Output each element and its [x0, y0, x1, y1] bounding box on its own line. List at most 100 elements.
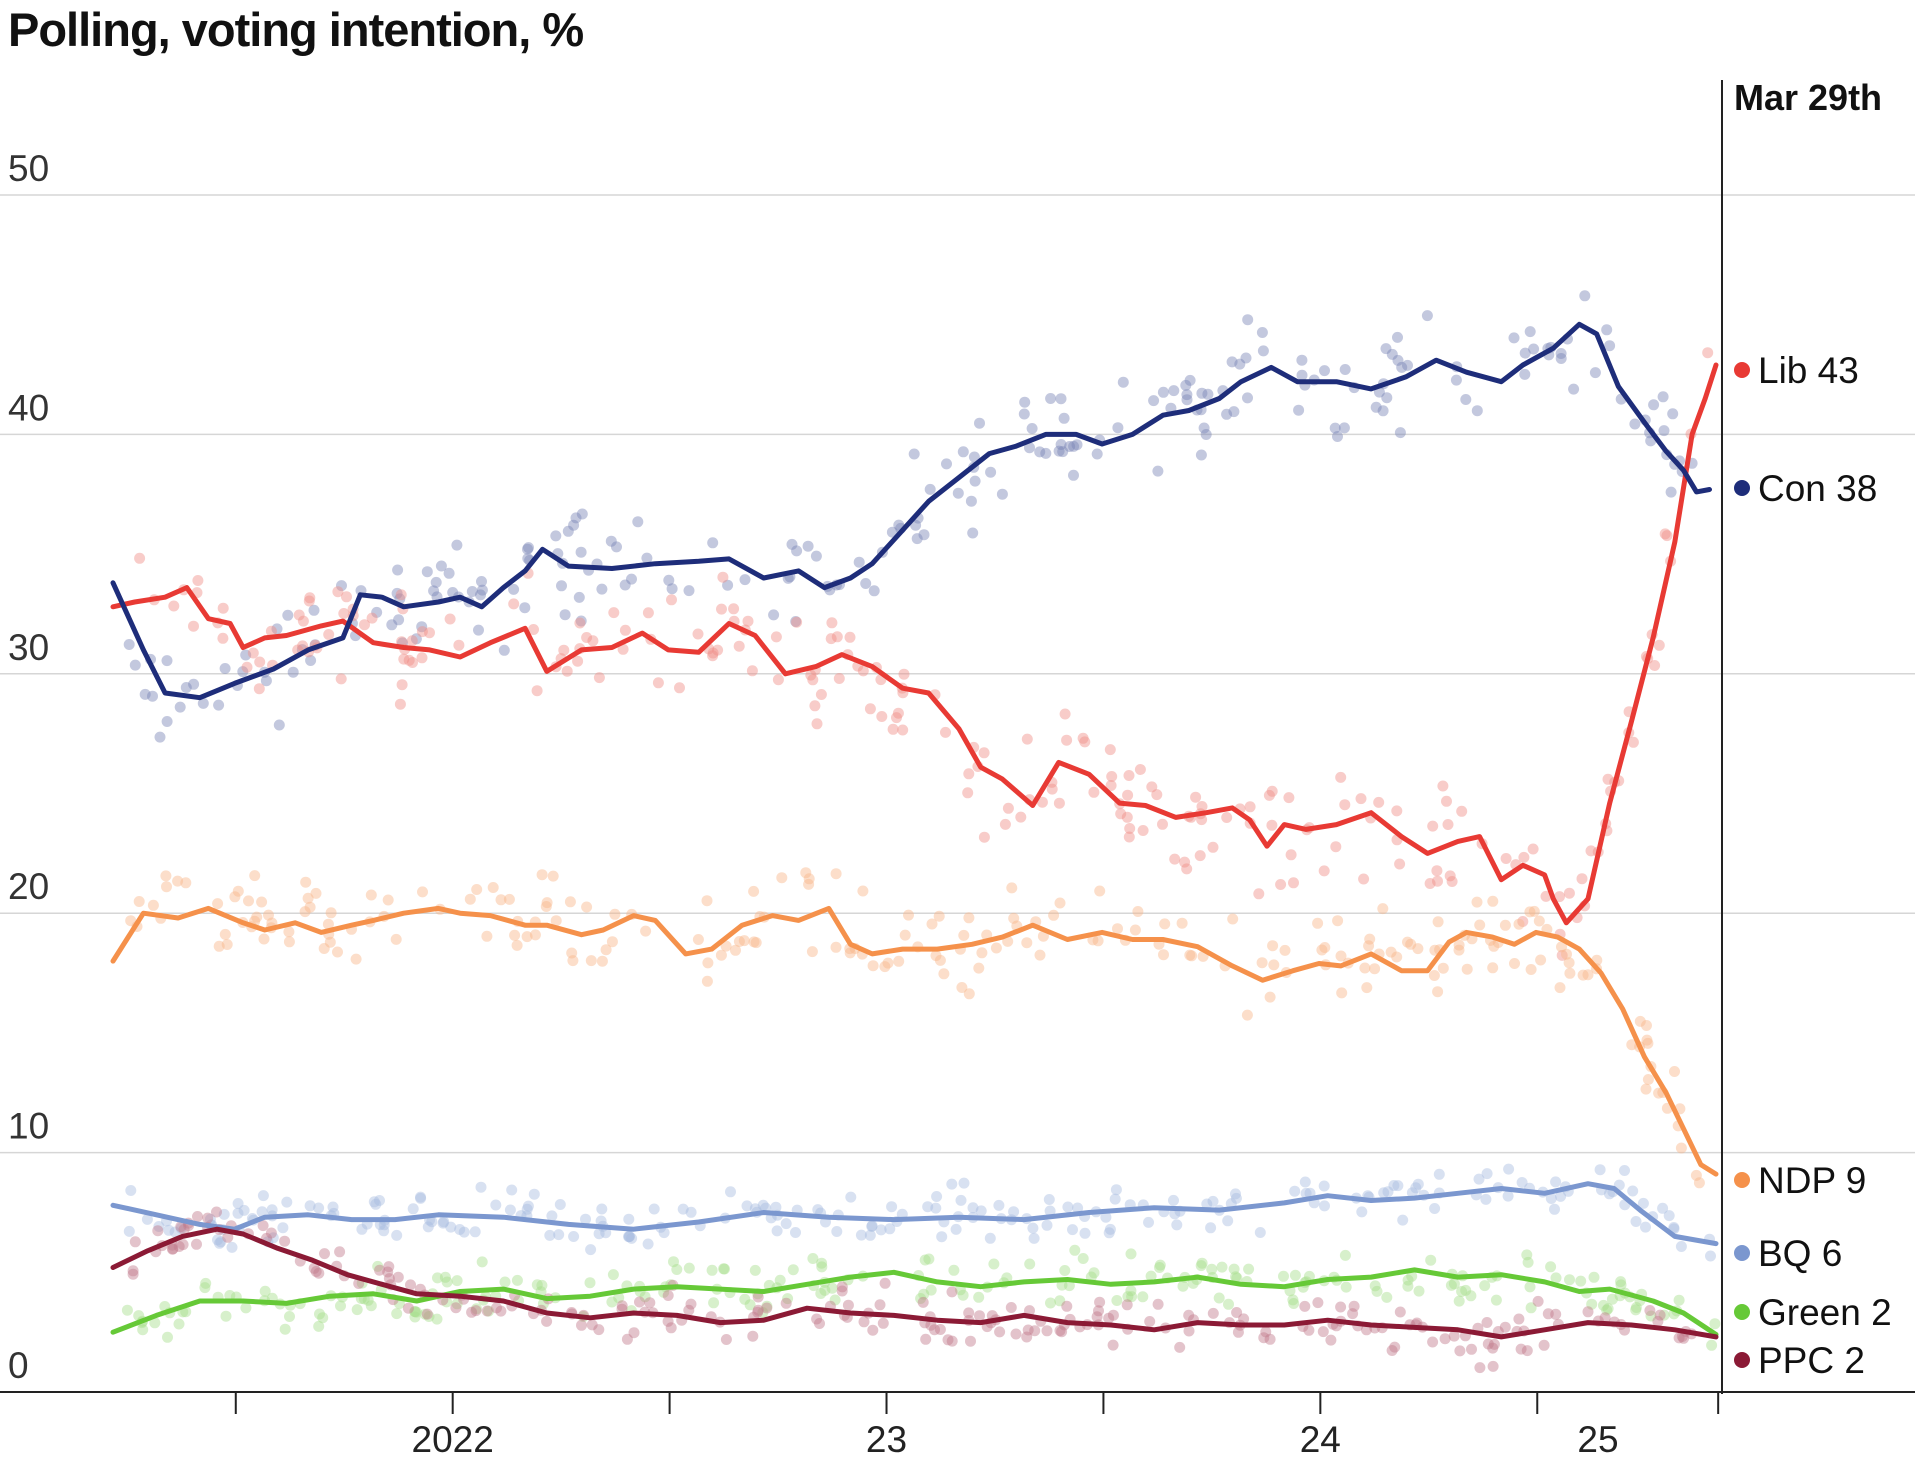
- poll-dot: [934, 954, 946, 966]
- poll-dot: [586, 1319, 598, 1331]
- poll-dot: [623, 1213, 635, 1225]
- poll-dot: [1177, 1280, 1189, 1292]
- end-label-bq: BQ 6: [1734, 1233, 1842, 1274]
- poll-dot: [241, 661, 253, 673]
- poll-dot: [1640, 1221, 1651, 1233]
- poll-dot: [1479, 1280, 1491, 1292]
- poll-dot: [585, 955, 597, 967]
- poll-dot: [1564, 967, 1576, 979]
- poll-dot: [1388, 1180, 1400, 1191]
- poll-dot: [1296, 369, 1308, 381]
- poll-dot: [1159, 918, 1171, 930]
- poll-dot: [180, 682, 192, 693]
- poll-dot: [1709, 1318, 1721, 1330]
- poll-dot: [1093, 1305, 1104, 1317]
- poll-dot: [787, 1264, 799, 1276]
- poll-dot: [271, 623, 283, 635]
- poll-dot: [426, 1216, 438, 1228]
- poll-dot: [1519, 368, 1531, 380]
- poll-dot: [536, 869, 548, 881]
- poll-dot: [1424, 878, 1436, 889]
- poll-dot: [749, 1264, 761, 1276]
- poll-dot: [1663, 1210, 1675, 1222]
- trend-line-ndp: [110, 905, 1719, 1177]
- poll-dot: [1059, 1265, 1071, 1276]
- dots-ndp: [125, 867, 1705, 1189]
- poll-dot: [265, 625, 277, 637]
- poll-dot: [1601, 324, 1613, 336]
- poll-dot: [1499, 1321, 1511, 1333]
- poll-dot: [1196, 1257, 1208, 1269]
- poll-dot: [495, 1305, 507, 1317]
- poll-dot: [1402, 1280, 1414, 1292]
- poll-dot: [1332, 915, 1344, 927]
- poll-dot: [359, 619, 370, 631]
- poll-dot: [392, 564, 404, 576]
- poll-dot: [1184, 949, 1196, 961]
- poll-dot: [1289, 1185, 1301, 1197]
- poll-dot: [547, 870, 559, 882]
- poll-dot: [1287, 1294, 1299, 1306]
- poll-dot: [1293, 404, 1305, 416]
- poll-dot: [1091, 1311, 1103, 1323]
- poll-dot: [1181, 394, 1193, 406]
- poll-dot: [831, 1226, 843, 1237]
- poll-dot: [419, 1308, 431, 1320]
- poll-dot: [562, 525, 574, 537]
- poll-dot: [1659, 528, 1671, 540]
- end-label-lib: Lib 43: [1734, 350, 1859, 391]
- poll-dot: [1540, 890, 1552, 902]
- poll-dot: [1027, 1222, 1039, 1234]
- poll-dot: [819, 1284, 831, 1296]
- poll-dot: [1257, 345, 1269, 357]
- poll-dot: [844, 947, 856, 959]
- poll-dot: [1427, 1336, 1439, 1348]
- poll-dot: [967, 1202, 979, 1214]
- poll-dot: [1146, 781, 1158, 793]
- poll-dot: [811, 718, 823, 730]
- poll-dot: [1380, 343, 1392, 355]
- poll-dot: [240, 649, 252, 661]
- poll-dot: [1059, 708, 1071, 720]
- poll-dot: [1005, 1302, 1017, 1313]
- poll-dot: [1104, 1223, 1116, 1235]
- poll-dot: [509, 929, 521, 941]
- poll-dot: [662, 1315, 674, 1327]
- poll-dot: [665, 1322, 677, 1334]
- poll-dot: [1054, 1295, 1066, 1307]
- poll-dot: [596, 955, 608, 967]
- poll-dot: [1432, 986, 1444, 998]
- end-label-text: NDP 9: [1758, 1160, 1866, 1201]
- poll-dot: [1487, 895, 1499, 907]
- poll-dot: [718, 1263, 730, 1275]
- poll-dot: [757, 1199, 769, 1211]
- poll-dot: [1144, 1316, 1156, 1327]
- poll-dot: [1626, 1039, 1638, 1051]
- poll-dot: [624, 1231, 635, 1242]
- poll-dot: [1488, 1338, 1500, 1350]
- poll-dot: [918, 529, 930, 541]
- poll-dot: [1289, 1269, 1301, 1281]
- poll-dot: [1056, 1326, 1068, 1338]
- poll-dot: [1198, 422, 1210, 434]
- poll-dot: [739, 574, 751, 586]
- poll-dot: [1329, 422, 1341, 434]
- poll-dot: [1630, 1304, 1642, 1316]
- poll-dot: [1230, 1188, 1241, 1200]
- poll-dot: [607, 1269, 619, 1281]
- poll-dot: [576, 1319, 587, 1331]
- poll-dot: [617, 643, 629, 655]
- poll-dot: [1071, 439, 1083, 451]
- poll-dot: [521, 931, 533, 943]
- poll-dot: [293, 609, 305, 621]
- poll-dot: [1260, 1326, 1272, 1338]
- poll-dot: [1642, 1074, 1654, 1085]
- poll-dot: [733, 936, 745, 947]
- poll-dot: [499, 1276, 511, 1288]
- poll-dot: [443, 567, 455, 579]
- poll-dot: [926, 918, 938, 930]
- poll-dot: [1394, 858, 1406, 870]
- poll-dot: [623, 1231, 634, 1243]
- poll-dot: [1500, 853, 1512, 864]
- poll-dot: [1241, 1009, 1253, 1021]
